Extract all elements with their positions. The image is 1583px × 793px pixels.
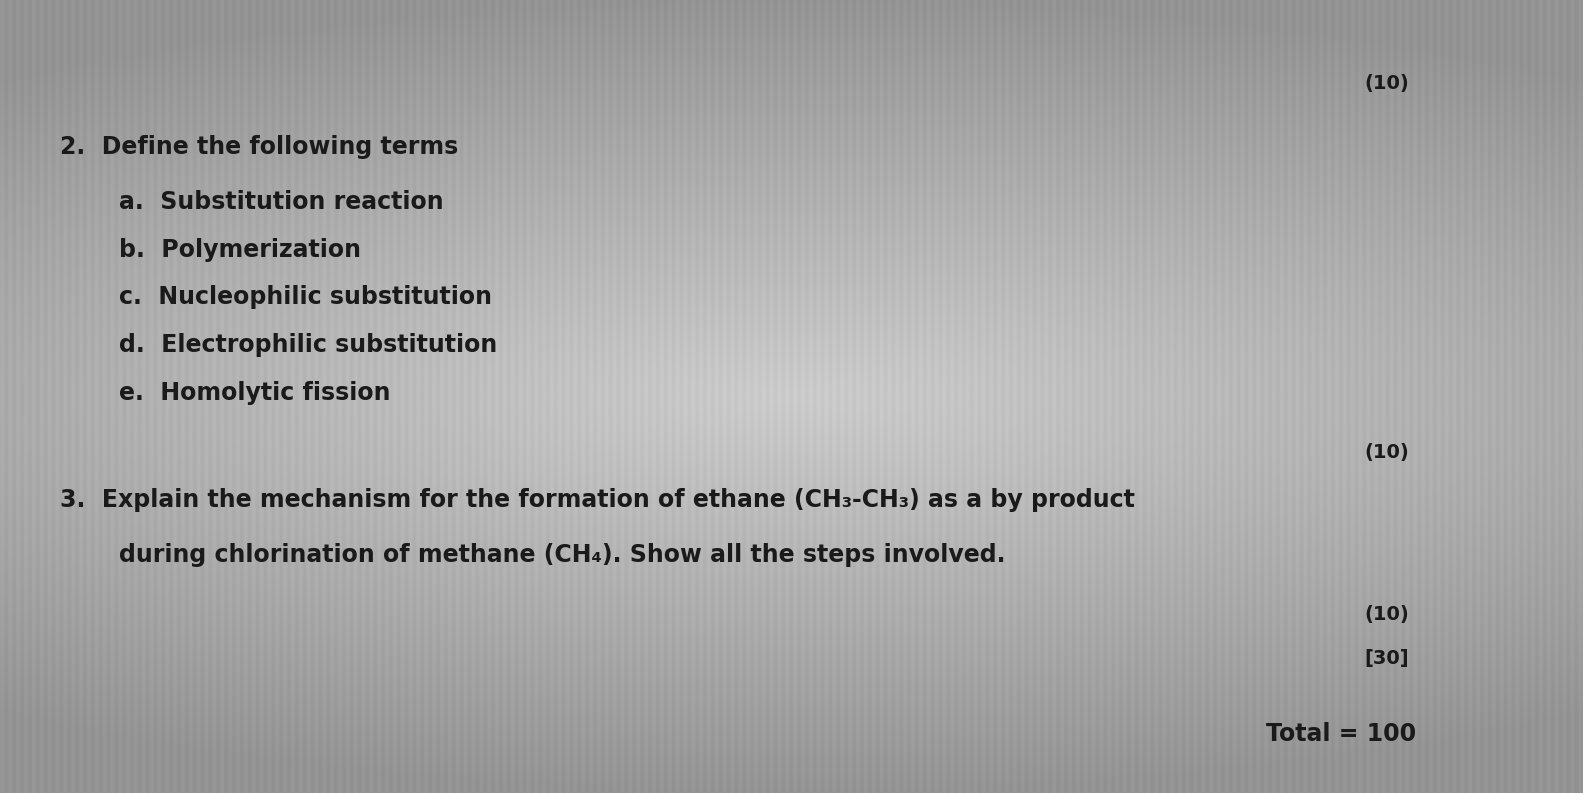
Text: [30]: [30]: [1365, 649, 1409, 668]
Text: 3.  Explain the mechanism for the formation of ethane (CH₃-CH₃) as a by product: 3. Explain the mechanism for the formati…: [60, 488, 1135, 511]
Text: (10): (10): [1365, 74, 1409, 93]
Text: (10): (10): [1365, 605, 1409, 624]
Text: e.  Homolytic fission: e. Homolytic fission: [119, 381, 391, 404]
Text: during chlorination of methane (CH₄). Show all the steps involved.: during chlorination of methane (CH₄). Sh…: [119, 543, 1005, 567]
Text: d.  Electrophilic substitution: d. Electrophilic substitution: [119, 333, 497, 357]
Text: a.  Substitution reaction: a. Substitution reaction: [119, 190, 443, 214]
Text: Total = 100: Total = 100: [1266, 722, 1417, 745]
Text: c.  Nucleophilic substitution: c. Nucleophilic substitution: [119, 285, 492, 309]
Text: b.  Polymerization: b. Polymerization: [119, 238, 361, 262]
Text: (10): (10): [1365, 442, 1409, 462]
Text: 2.  Define the following terms: 2. Define the following terms: [60, 135, 459, 159]
